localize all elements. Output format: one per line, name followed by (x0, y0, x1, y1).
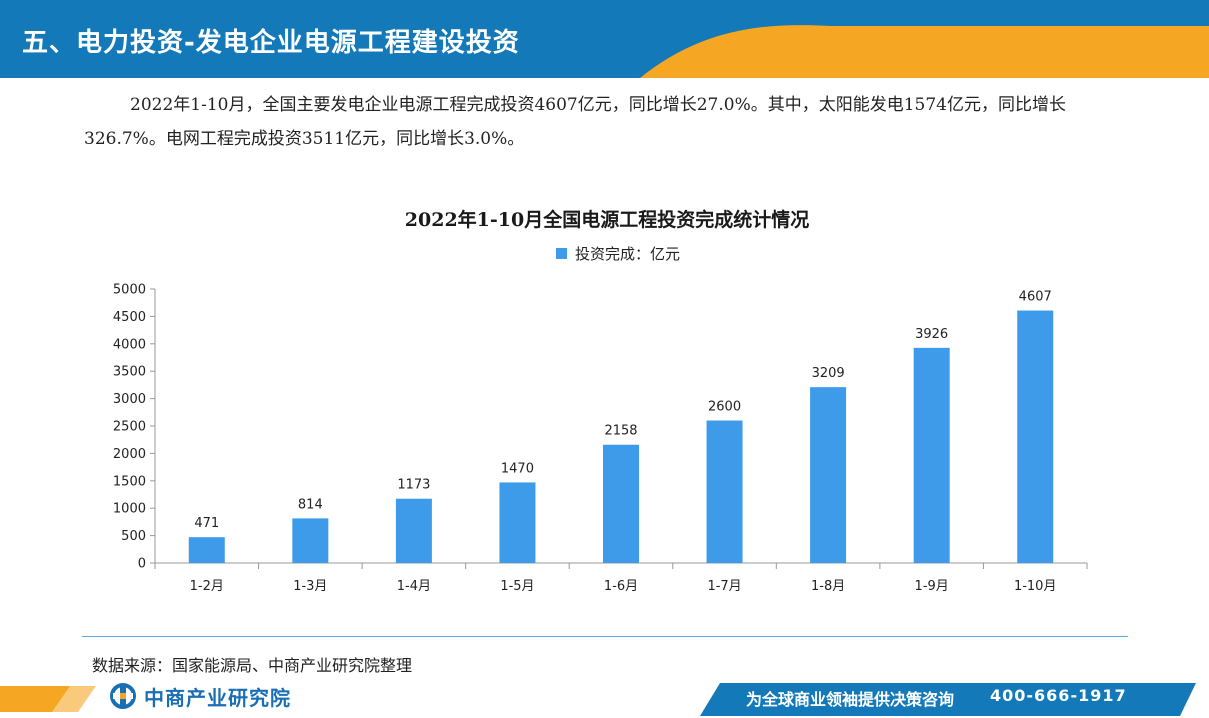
bar (1017, 310, 1054, 563)
bar (810, 387, 847, 563)
y-tick-label: 3500 (113, 365, 146, 380)
page-title: 五、电力投资-发电企业电源工程建设投资 (22, 28, 520, 58)
summary-paragraph: 2022年1-10月，全国主要发电企业电源工程完成投资4607亿元，同比增长27… (84, 95, 1066, 149)
bar (292, 518, 329, 563)
footer-background (0, 683, 1196, 716)
bar-value-label: 1470 (501, 461, 534, 476)
bar (395, 498, 432, 563)
y-tick-label: 500 (121, 529, 146, 544)
bar-value-label: 814 (298, 497, 323, 512)
bar-value-label: 4607 (1019, 290, 1052, 305)
bar-value-label: 2158 (604, 424, 637, 439)
y-tick-label: 1500 (113, 474, 146, 489)
bar (188, 537, 225, 563)
y-tick-label: 4000 (113, 337, 146, 352)
bar-value-label: 3926 (915, 327, 948, 342)
company-logo: 中商产业研究院 (110, 683, 291, 710)
y-tick-label: 5000 (113, 283, 146, 298)
y-tick-label: 0 (138, 557, 146, 572)
x-tick-label: 1-10月 (1014, 579, 1057, 594)
legend-label: 投资完成：亿元 (575, 244, 681, 263)
chart-title: 2022年1-10月全国电源工程投资完成统计情况 (404, 209, 810, 231)
logo-text: 中商产业研究院 (144, 685, 291, 710)
bar (706, 420, 743, 563)
footer-slogan: 为全球商业领袖提供决策咨询 (746, 690, 955, 709)
bar-chart: 0 500 1000 1500 2000 2500 3000 3500 4000 4500 5000… (113, 283, 1088, 594)
bar (913, 347, 950, 563)
x-tick-label: 1-9月 (915, 579, 949, 594)
y-tick-label: 3000 (113, 392, 146, 407)
bar (499, 482, 536, 563)
x-tick-label: 1-2月 (190, 579, 224, 594)
header-background (0, 0, 1209, 78)
x-tick-label: 1-4月 (397, 579, 431, 594)
legend-swatch (556, 247, 567, 259)
data-source: 数据来源：国家能源局、中商产业研究院整理 (92, 656, 413, 675)
y-tick-label: 2500 (113, 420, 146, 435)
x-tick-label: 1-6月 (604, 579, 638, 594)
x-tick-label: 1-8月 (811, 579, 845, 594)
y-tick-label: 2000 (113, 447, 146, 462)
chart-legend: 投资完成：亿元 (556, 243, 680, 263)
bar-value-label: 471 (194, 516, 219, 531)
footer-phone: 400-666-1917 (990, 686, 1127, 705)
x-tick-label: 1-5月 (500, 579, 534, 594)
header-banner: 五、电力投资-发电企业电源工程建设投资 (0, 0, 1209, 80)
footer-band (0, 680, 1209, 718)
bar-value-label: 2600 (708, 400, 741, 415)
footer-divider (82, 636, 1128, 637)
x-tick-label: 1-3月 (293, 579, 327, 594)
y-tick-label: 1000 (113, 502, 146, 517)
bar (603, 444, 639, 563)
bar-value-label: 1173 (397, 478, 430, 493)
y-tick-label: 4500 (113, 310, 146, 325)
logo-icon (110, 683, 136, 709)
x-tick-label: 1-7月 (707, 579, 741, 594)
bar-value-label: 3209 (812, 366, 845, 381)
